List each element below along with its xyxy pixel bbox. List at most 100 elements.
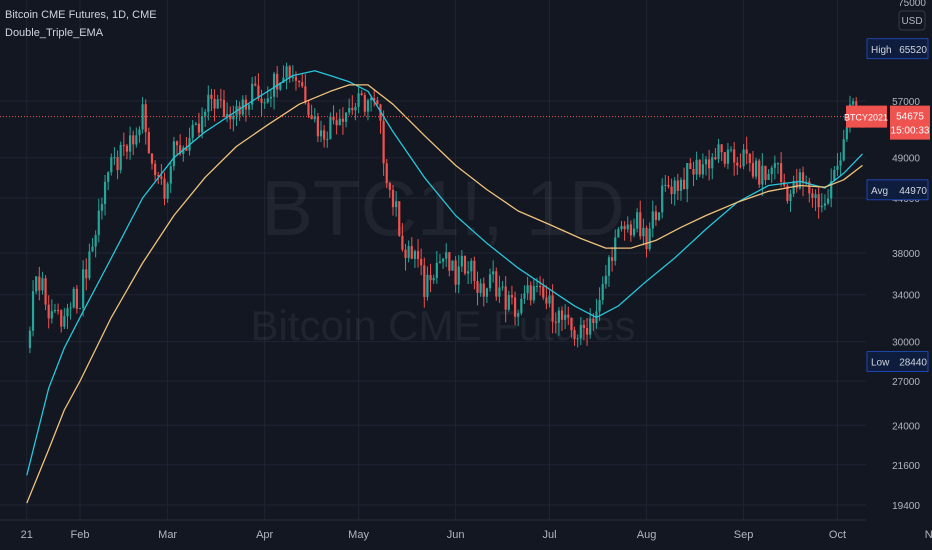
candle bbox=[589, 308, 592, 339]
candle-body bbox=[626, 224, 629, 230]
candle-body bbox=[344, 112, 348, 122]
candle bbox=[207, 85, 210, 121]
candle-body bbox=[614, 237, 617, 261]
candle-body bbox=[360, 93, 363, 96]
candle-body bbox=[200, 116, 204, 133]
low-label: Low bbox=[871, 358, 890, 369]
candle bbox=[529, 281, 532, 306]
candle bbox=[460, 250, 463, 272]
candle bbox=[276, 66, 279, 98]
candle-body bbox=[75, 288, 78, 309]
candle-body bbox=[526, 285, 529, 294]
candle-body bbox=[191, 124, 194, 138]
candle-body bbox=[257, 85, 260, 99]
candle bbox=[545, 285, 548, 310]
time-tick-label: Sep bbox=[734, 529, 754, 541]
candle bbox=[44, 275, 47, 311]
candle-body bbox=[313, 116, 316, 120]
candle-body bbox=[560, 310, 564, 320]
candle-body bbox=[216, 99, 219, 109]
candle-body bbox=[564, 314, 567, 320]
candle-body bbox=[623, 225, 626, 230]
candle bbox=[510, 285, 514, 305]
candle bbox=[676, 173, 679, 201]
candle bbox=[357, 86, 360, 114]
candle bbox=[839, 152, 842, 176]
candle-body bbox=[410, 246, 413, 259]
candle bbox=[441, 257, 445, 269]
candle bbox=[582, 320, 586, 341]
candle bbox=[773, 155, 776, 180]
last-price-value: 54675 bbox=[896, 112, 924, 123]
candle bbox=[28, 326, 32, 354]
candle bbox=[758, 158, 761, 188]
price-tick-label: 27000 bbox=[892, 377, 920, 388]
candle-body bbox=[326, 139, 329, 141]
candle bbox=[673, 177, 676, 206]
candle-body bbox=[679, 179, 683, 191]
candle-body bbox=[157, 175, 160, 177]
candle-body bbox=[770, 167, 773, 175]
candle-body bbox=[404, 249, 407, 259]
candle bbox=[573, 326, 576, 346]
candle bbox=[620, 220, 623, 232]
candle-body bbox=[830, 181, 833, 199]
candle bbox=[94, 230, 97, 258]
candle bbox=[257, 73, 260, 101]
candle bbox=[817, 186, 820, 219]
candle-body bbox=[310, 115, 313, 120]
ema-lines bbox=[26, 70, 863, 504]
candle-body bbox=[542, 286, 545, 298]
candle bbox=[38, 266, 41, 301]
candle bbox=[836, 153, 839, 177]
candle bbox=[457, 255, 460, 294]
candle bbox=[567, 306, 570, 326]
candle-body bbox=[642, 227, 645, 237]
watermark: BTC1!, 1D Bitcoin CME Futures bbox=[250, 164, 635, 349]
time-axis[interactable]: 21 Feb Mar Apr May Jun Jul Aug Sep Oct Nov bbox=[0, 519, 932, 550]
candle-body bbox=[611, 257, 614, 261]
candle bbox=[260, 89, 263, 117]
candle-body bbox=[416, 251, 420, 260]
candle bbox=[770, 165, 773, 183]
candle bbox=[122, 132, 125, 156]
candle bbox=[736, 156, 739, 176]
candle bbox=[335, 112, 338, 135]
candle bbox=[204, 108, 207, 127]
candles bbox=[28, 62, 864, 354]
candle bbox=[166, 181, 169, 203]
candle bbox=[301, 74, 304, 88]
candle bbox=[695, 151, 698, 181]
candle-body bbox=[38, 276, 41, 291]
candle-body bbox=[589, 318, 592, 335]
candle-body bbox=[204, 111, 207, 117]
candle bbox=[35, 275, 38, 295]
candle bbox=[376, 96, 379, 105]
candle-body bbox=[842, 139, 845, 161]
candle bbox=[786, 183, 789, 204]
candle bbox=[570, 317, 573, 338]
candle-body bbox=[798, 172, 801, 189]
price-tick-top: 75000 bbox=[898, 0, 926, 9]
candle-body bbox=[141, 104, 144, 130]
candle-body bbox=[632, 228, 636, 236]
symbol-title[interactable]: Bitcoin CME Futures, 1D, CME bbox=[5, 9, 157, 21]
price-axis[interactable]: 75000USD57000490004400038000340003000027… bbox=[844, 0, 932, 550]
indicator-title[interactable]: Double_Triple_EMA bbox=[5, 27, 104, 39]
candle-body bbox=[451, 260, 454, 271]
candle-body bbox=[495, 271, 498, 297]
candle bbox=[551, 284, 554, 334]
candle bbox=[150, 153, 154, 170]
candle bbox=[448, 251, 451, 277]
candle bbox=[492, 260, 495, 283]
candle bbox=[670, 178, 673, 205]
candle bbox=[636, 208, 639, 233]
candle bbox=[269, 89, 273, 108]
candle-body bbox=[457, 266, 460, 285]
time-tick-label: May bbox=[348, 529, 369, 541]
candle-body bbox=[820, 205, 823, 208]
candle bbox=[614, 229, 617, 266]
price-tick-label: 34000 bbox=[892, 291, 920, 302]
high-label: High bbox=[871, 45, 892, 56]
